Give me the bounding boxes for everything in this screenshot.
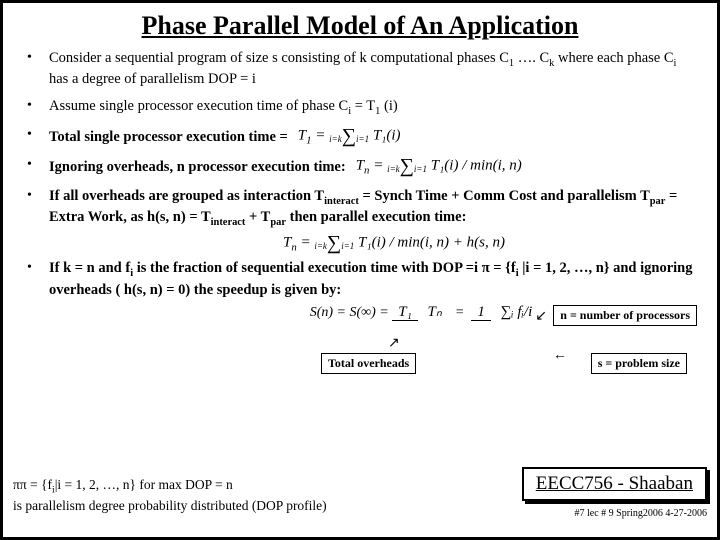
t: …. C — [518, 50, 549, 66]
arrow-icon: ← — [553, 348, 567, 364]
formula-t1: T1 = i=k∑i=1 T₁(i) — [298, 126, 401, 148]
bullet-5: If all overheads are grouped as interact… — [21, 187, 699, 256]
f: Tₙ — [422, 304, 448, 320]
t: π = {f — [20, 477, 52, 492]
t: If k = n and f — [49, 260, 130, 276]
t: = T — [355, 98, 375, 114]
t: Consider a sequential program of size s … — [49, 50, 509, 66]
formula-tn-full: Tn = i=k∑i=1 T₁(i) / min(i, n) + h(s, n) — [89, 233, 699, 255]
slide-title: Phase Parallel Model of An Application — [21, 11, 699, 41]
t: (i) — [384, 98, 398, 114]
bullet-2: Assume single processor execution time o… — [21, 97, 699, 118]
f: T₁(i) / min(i, n) — [431, 158, 522, 174]
slide-container: Phase Parallel Model of An Application C… — [0, 0, 720, 540]
bullet-4: Ignoring overheads, n processor executio… — [21, 156, 699, 178]
t: where each phase C — [558, 50, 674, 66]
bullet-4-text: Ignoring overheads, n processor executio… — [49, 158, 346, 177]
f: S(n) = S(∞) = — [310, 305, 389, 320]
f: T₁(i) / min(i, n) + h(s, n) — [358, 234, 505, 250]
t: Assume single processor execution time o… — [49, 98, 348, 114]
bullet-6-text: If k = n and fi is the fraction of seque… — [49, 260, 693, 297]
bottom-right-block: EECC756 - Shaaban #7 lec # 9 Spring2006 … — [522, 467, 707, 521]
note-problem-size: s = problem size — [591, 353, 687, 374]
course-box: EECC756 - Shaaban — [522, 467, 707, 501]
bullet-list: Consider a sequential program of size s … — [21, 49, 699, 322]
f: ∑ᵢ fᵢ/i — [495, 304, 539, 320]
f: 1 — [471, 304, 491, 321]
t: is the fraction of sequential execution … — [137, 260, 482, 276]
t: has a degree of parallelism DOP = i — [49, 71, 256, 87]
t: If all overheads are grouped as interact… — [49, 188, 324, 204]
t: is parallelism degree probability distri… — [13, 498, 327, 513]
t: = Synch Time + Comm Cost and parallelism… — [363, 188, 650, 204]
bottom-left-note: ππ = {fi|i = 1, 2, …, n} for max DOP = n… — [13, 476, 327, 515]
note-n-processors: n = number of processors — [553, 305, 697, 326]
formula-tn: Tn = i=k∑i=1 T₁(i) / min(i, n) — [356, 156, 522, 178]
t: + T — [249, 209, 270, 225]
t: |i = 1, 2, …, n} for max DOP = n — [55, 477, 233, 492]
note-total-overheads: Total overheads — [321, 353, 416, 374]
bullet-3-text: Total single processor execution time = — [49, 128, 288, 147]
t: then parallel execution time: — [290, 209, 467, 225]
bullet-1: Consider a sequential program of size s … — [21, 49, 699, 89]
t: = {f — [493, 260, 515, 276]
bullet-5-text: If all overheads are grouped as interact… — [49, 188, 677, 225]
f: T₁ — [392, 304, 418, 321]
f: T₁(i) — [373, 127, 401, 143]
arrow-icon: ↗ — [388, 335, 400, 352]
arrow-icon: ↙ — [535, 308, 547, 325]
footer-meta: #7 lec # 9 Spring2006 4-27-2006 — [575, 508, 708, 519]
bullet-3: Total single processor execution time = … — [21, 126, 699, 148]
bullet-1-text: Consider a sequential program of size s … — [49, 50, 676, 87]
